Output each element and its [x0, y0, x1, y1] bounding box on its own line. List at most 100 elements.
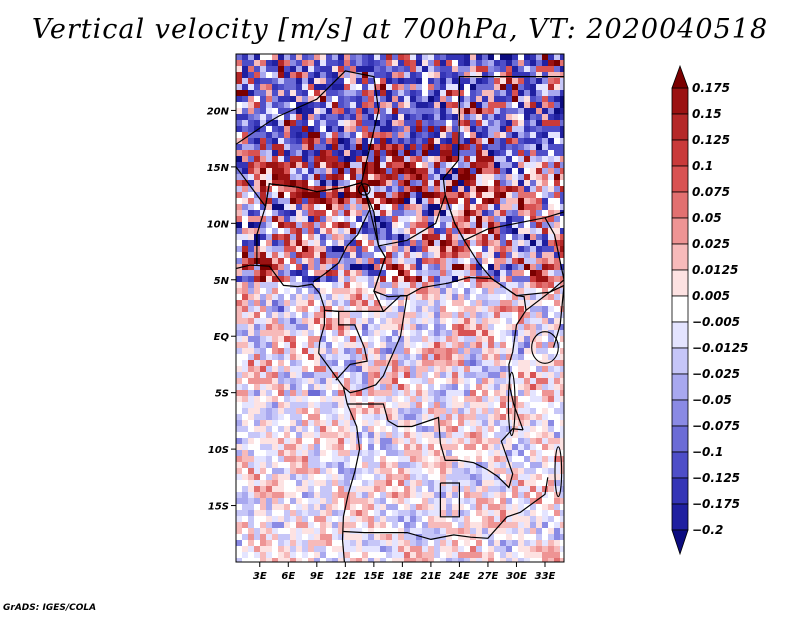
field-cell	[404, 180, 410, 186]
field-cell	[560, 456, 564, 462]
field-cell	[356, 318, 362, 324]
field-cell	[266, 480, 272, 486]
field-cell	[350, 102, 356, 108]
field-cell	[362, 90, 368, 96]
field-cell	[500, 174, 506, 180]
field-cell	[242, 180, 248, 186]
field-cell	[554, 540, 560, 546]
field-cell	[416, 138, 422, 144]
field-cell	[500, 336, 506, 342]
field-cell	[524, 252, 530, 258]
field-cell	[458, 462, 464, 468]
field-cell	[530, 216, 536, 222]
field-cell	[272, 330, 278, 336]
field-cell	[470, 234, 476, 240]
field-cell	[512, 510, 518, 516]
field-cell	[476, 414, 482, 420]
field-cell	[518, 126, 524, 132]
field-cell	[266, 390, 272, 396]
field-cell	[548, 54, 554, 60]
field-cell	[326, 186, 332, 192]
field-cell	[320, 162, 326, 168]
field-cell	[368, 372, 374, 378]
field-cell	[524, 78, 530, 84]
field-cell	[332, 540, 338, 546]
field-cell	[470, 162, 476, 168]
field-cell	[362, 492, 368, 498]
colorbar-box	[671, 217, 689, 245]
field-cell	[524, 342, 530, 348]
field-cell	[368, 192, 374, 198]
field-cell	[488, 432, 494, 438]
field-cell	[236, 414, 242, 420]
field-cell	[356, 240, 362, 246]
field-cell	[386, 522, 392, 528]
field-cell	[350, 396, 356, 402]
field-cell	[320, 180, 326, 186]
field-cell	[332, 414, 338, 420]
field-cell	[290, 558, 296, 562]
field-cell	[542, 72, 548, 78]
field-cell	[500, 162, 506, 168]
field-cell	[524, 264, 530, 270]
field-cell	[380, 234, 386, 240]
field-cell	[476, 372, 482, 378]
field-cell	[464, 438, 470, 444]
field-cell	[560, 78, 564, 84]
field-cell	[422, 174, 428, 180]
field-cell	[236, 342, 242, 348]
field-cell	[242, 438, 248, 444]
field-cell	[308, 408, 314, 414]
field-cell	[314, 318, 320, 324]
field-cell	[488, 282, 494, 288]
field-cell	[248, 228, 254, 234]
field-cell	[344, 336, 350, 342]
field-cell	[248, 198, 254, 204]
field-cell	[362, 186, 368, 192]
field-cell	[338, 246, 344, 252]
field-cell	[266, 210, 272, 216]
field-cell	[446, 540, 452, 546]
field-cell	[404, 108, 410, 114]
field-cell	[542, 228, 548, 234]
field-cell	[512, 78, 518, 84]
field-cell	[416, 498, 422, 504]
field-cell	[308, 186, 314, 192]
y-tick-label: 5S	[215, 389, 229, 400]
field-cell	[242, 222, 248, 228]
field-cell	[428, 54, 434, 60]
field-cell	[446, 438, 452, 444]
field-cell	[278, 420, 284, 426]
field-cell	[254, 426, 260, 432]
field-cell	[320, 540, 326, 546]
field-cell	[476, 210, 482, 216]
colorbar-label: 0.175	[692, 81, 730, 95]
field-cell	[320, 192, 326, 198]
field-cell	[464, 546, 470, 552]
field-cell	[308, 318, 314, 324]
field-cell	[416, 456, 422, 462]
field-cell	[434, 348, 440, 354]
field-cell	[548, 192, 554, 198]
field-cell	[506, 84, 512, 90]
field-cell	[362, 318, 368, 324]
field-cell	[404, 258, 410, 264]
field-cell	[536, 72, 542, 78]
field-cell	[506, 66, 512, 72]
field-cell	[482, 234, 488, 240]
field-cell	[380, 210, 386, 216]
field-cell	[284, 510, 290, 516]
field-cell	[344, 384, 350, 390]
field-cell	[314, 72, 320, 78]
field-cell	[458, 216, 464, 222]
field-cell	[458, 372, 464, 378]
field-cell	[248, 144, 254, 150]
field-cell	[398, 432, 404, 438]
field-cell	[542, 528, 548, 534]
field-cell	[464, 318, 470, 324]
field-cell	[398, 114, 404, 120]
field-cell	[482, 438, 488, 444]
field-cell	[470, 282, 476, 288]
field-cell	[560, 384, 564, 390]
field-cell	[560, 90, 564, 96]
